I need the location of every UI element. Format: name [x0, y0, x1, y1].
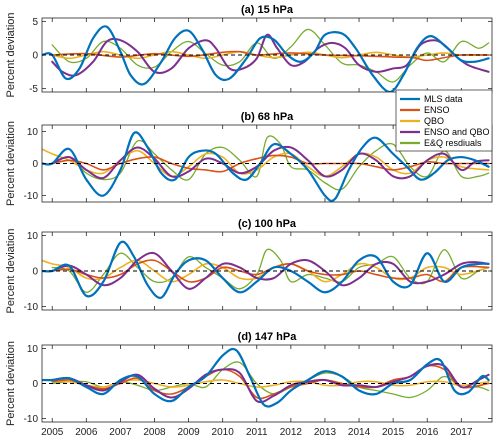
y-tick-label: 0	[32, 159, 38, 170]
series-line	[51, 135, 490, 191]
chart-panel: (d) 147 hPa -10 0 10 Percent deviation	[5, 331, 493, 426]
x-tick-label: 2008	[143, 427, 166, 438]
panel-title: (a) 15 hPa	[241, 4, 294, 16]
x-tick-label: 2009	[177, 427, 200, 438]
x-tick-label: 2006	[75, 427, 98, 438]
x-tick-label: 2007	[109, 427, 132, 438]
y-tick-label: -10	[24, 191, 39, 202]
legend-label: E&Q resdiuals	[424, 138, 482, 148]
x-axis: 2005 2006 2007 2008 2009 2010 2011 2012 2013 2014…	[41, 427, 473, 438]
plot-area-frame	[41, 17, 493, 93]
series-line	[42, 131, 490, 202]
y-axis-label: Percent deviation	[5, 229, 17, 314]
x-tick-label: 2014	[348, 427, 371, 438]
x-tick-label: 2005	[41, 427, 64, 438]
legend-label: ENSO	[424, 105, 450, 115]
panel-series	[42, 347, 492, 408]
panel-series	[42, 240, 492, 299]
x-tick-label: 2015	[382, 427, 405, 438]
x-tick-label: 2010	[212, 427, 235, 438]
panel-title: (c) 100 hPa	[238, 218, 297, 230]
plot-area-frame	[41, 124, 493, 203]
y-tick-label: 10	[27, 127, 39, 138]
y-tick-label: 0	[32, 267, 38, 278]
series-line	[51, 50, 490, 62]
plot-area-frame	[41, 231, 493, 311]
chart-panel: (b) 68 hPa -10 0 10 Percent deviation	[5, 111, 493, 206]
panel-title: (d) 147 hPa	[238, 331, 298, 343]
y-tick-label: 0	[32, 51, 38, 62]
x-tick-label: 2016	[416, 427, 439, 438]
plot-area-frame	[41, 344, 493, 423]
y-tick-label: -10	[24, 414, 39, 425]
y-tick-label: 0	[32, 379, 38, 390]
chart-panel: (c) 100 hPa -10 0 10 Percent deviation	[5, 218, 493, 314]
y-tick-label: -5	[29, 84, 38, 95]
legend-label: ENSO and QBO	[424, 127, 490, 137]
series-line	[42, 240, 490, 299]
y-tick-label: 5	[32, 17, 38, 28]
y-axis-label: Percent deviation	[5, 341, 17, 426]
y-tick-label: 10	[27, 344, 39, 355]
panel-title: (b) 68 hPa	[241, 111, 294, 123]
x-tick-label: 2013	[314, 427, 337, 438]
legend-label: MLS data	[424, 94, 463, 104]
series-line	[42, 347, 490, 408]
series-line	[51, 259, 490, 283]
chart-panel: (a) 15 hPa -5 0 5 Percent deviation	[5, 4, 493, 98]
x-tick-label: 2011	[246, 427, 268, 438]
panel-series	[42, 25, 492, 92]
x-tick-label: 2017	[450, 427, 473, 438]
panel-series	[42, 131, 492, 202]
x-tick-label: 2012	[280, 427, 303, 438]
y-tick-label: -10	[24, 302, 39, 313]
y-axis-label: Percent deviation	[5, 121, 17, 206]
legend-label: QBO	[424, 116, 444, 126]
y-axis-label: Percent deviation	[5, 13, 17, 98]
series-line	[51, 251, 490, 290]
y-tick-label: 10	[27, 231, 39, 242]
